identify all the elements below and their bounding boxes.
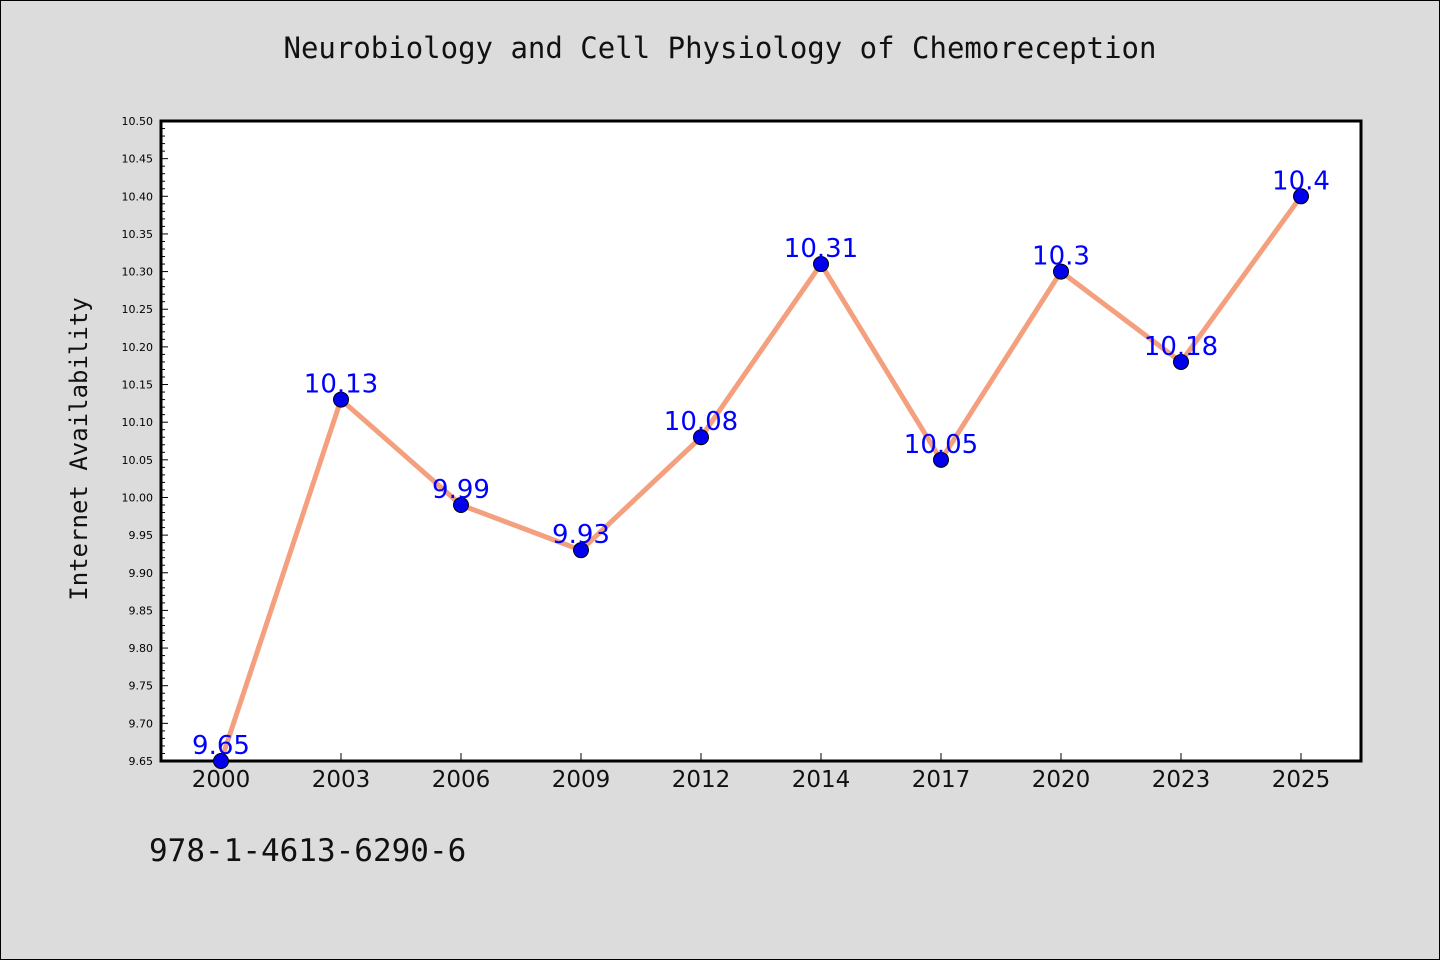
- y-tick-label: 10.45: [122, 153, 154, 166]
- data-label: 10.31: [784, 234, 858, 264]
- y-tick-label: 9.70: [129, 717, 154, 730]
- x-tick-label: 2025: [1272, 767, 1331, 793]
- y-tick-label: 10.50: [122, 115, 154, 128]
- data-point: [813, 256, 829, 273]
- x-tick-label: 2006: [432, 767, 491, 793]
- y-tick-label: 10.20: [122, 341, 154, 354]
- y-tick-label: 10.00: [122, 491, 154, 504]
- data-point: [453, 497, 469, 513]
- y-tick-label: 10.30: [122, 266, 154, 279]
- y-tick-label: 9.65: [129, 755, 154, 768]
- y-tick-label: 10.25: [122, 303, 154, 316]
- data-label: 10.18: [1144, 332, 1218, 362]
- x-tick-label: 2012: [672, 767, 731, 793]
- data-point: [1053, 263, 1069, 280]
- y-tick-label: 9.85: [129, 604, 154, 617]
- y-tick-label: 9.90: [129, 567, 154, 580]
- chart-title: Neurobiology and Cell Physiology of Chem…: [283, 31, 1157, 65]
- x-axis-ticks: 2000 2003 2006 2009 2012 2014 2017 2020 2023 2025: [192, 753, 1331, 793]
- y-tick-label: 10.40: [122, 190, 154, 203]
- series-group: 9.65 10.13 9.99 9.93 10.08 10.31 10.05 10.3 10.1…: [192, 166, 1330, 769]
- x-tick-label: 2017: [912, 767, 971, 793]
- data-label: 10.3: [1032, 242, 1090, 272]
- y-tick-label: 10.15: [122, 379, 154, 392]
- y-axis-ticks: 9.65 9.70 9.75 9.80 9.85 9.90 9.95 10.00 10.05 10…: [122, 115, 168, 768]
- data-label: 9.93: [552, 520, 610, 550]
- data-label: 10.4: [1272, 166, 1330, 196]
- y-tick-label: 9.75: [129, 680, 154, 693]
- data-point: [573, 542, 589, 559]
- data-point: [1293, 188, 1309, 205]
- y-tick-label: 10.05: [122, 454, 154, 467]
- x-tick-label: 2000: [192, 767, 251, 793]
- x-tick-label: 2003: [312, 767, 371, 793]
- data-point: [1173, 353, 1189, 370]
- plot-area: [159, 119, 1363, 763]
- data-label: 10.08: [664, 407, 738, 437]
- data-label: 9.99: [432, 475, 490, 505]
- x-tick-label: 2009: [552, 767, 611, 793]
- isbn-text: 978-1-4613-6290-6: [149, 833, 467, 869]
- data-point: [213, 753, 229, 769]
- y-axis-label: Internet Availability: [65, 297, 93, 600]
- data-point: [933, 451, 949, 468]
- data-label: 10.13: [304, 370, 378, 400]
- y-tick-label: 10.35: [122, 228, 154, 241]
- y-tick-label: 10.10: [122, 416, 154, 429]
- data-label: 9.65: [192, 731, 250, 761]
- y-tick-label: 9.80: [129, 642, 154, 655]
- x-tick-label: 2014: [792, 767, 851, 793]
- data-point: [693, 429, 709, 446]
- x-tick-label: 2023: [1152, 767, 1211, 793]
- data-label: 10.05: [904, 430, 978, 460]
- series-line: [218, 194, 1304, 762]
- x-tick-label: 2020: [1032, 767, 1091, 793]
- y-tick-label: 9.95: [129, 529, 154, 542]
- data-point: [333, 391, 349, 408]
